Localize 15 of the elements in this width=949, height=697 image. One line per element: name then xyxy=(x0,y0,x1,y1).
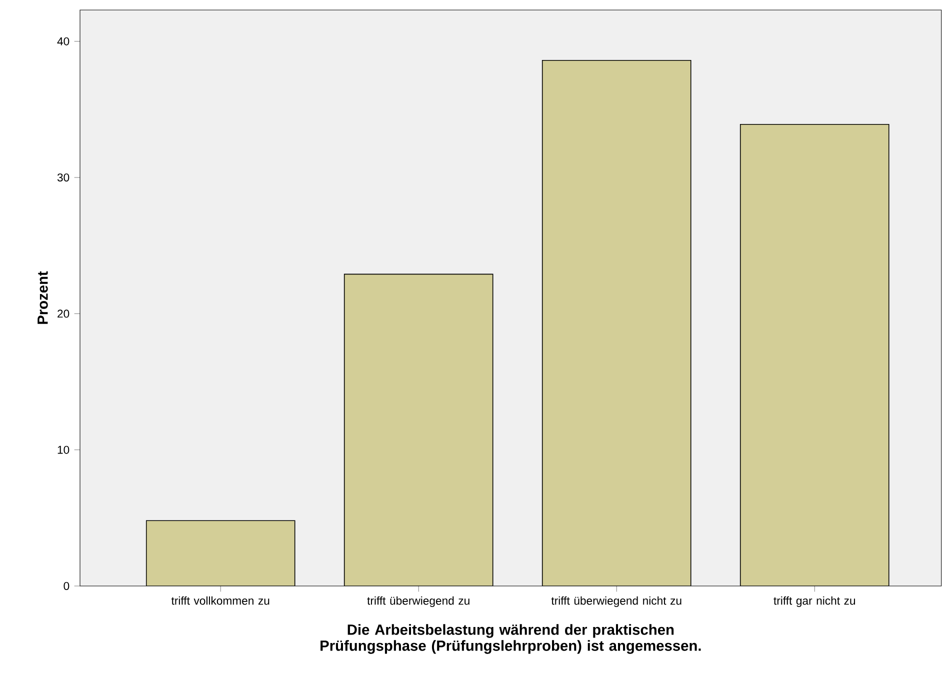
bar xyxy=(542,60,692,586)
x-axis-title: Die Arbeitsbelastung während der praktischen Prüfungsphase (Prüfungslehrproben) ist angemessen. xyxy=(320,624,701,654)
x-tick-label: trifft überwiegend zu xyxy=(367,596,470,607)
y-tick-label: 40 xyxy=(57,37,70,46)
y-axis-title: Prozent xyxy=(38,271,48,324)
bar xyxy=(344,274,494,586)
y-tick-label: 0 xyxy=(64,582,70,590)
bar xyxy=(740,124,890,586)
x-tick-label: trifft überwiegend nicht zu xyxy=(551,596,682,607)
x-tick-label: trifft gar nicht zu xyxy=(774,596,855,607)
y-tick-label: 20 xyxy=(58,310,70,318)
y-tick-label: 30 xyxy=(57,173,70,182)
y-tick-label: 10 xyxy=(58,446,70,454)
bar xyxy=(146,520,295,586)
x-tick-label: trifft vollkommen zu xyxy=(171,596,270,605)
